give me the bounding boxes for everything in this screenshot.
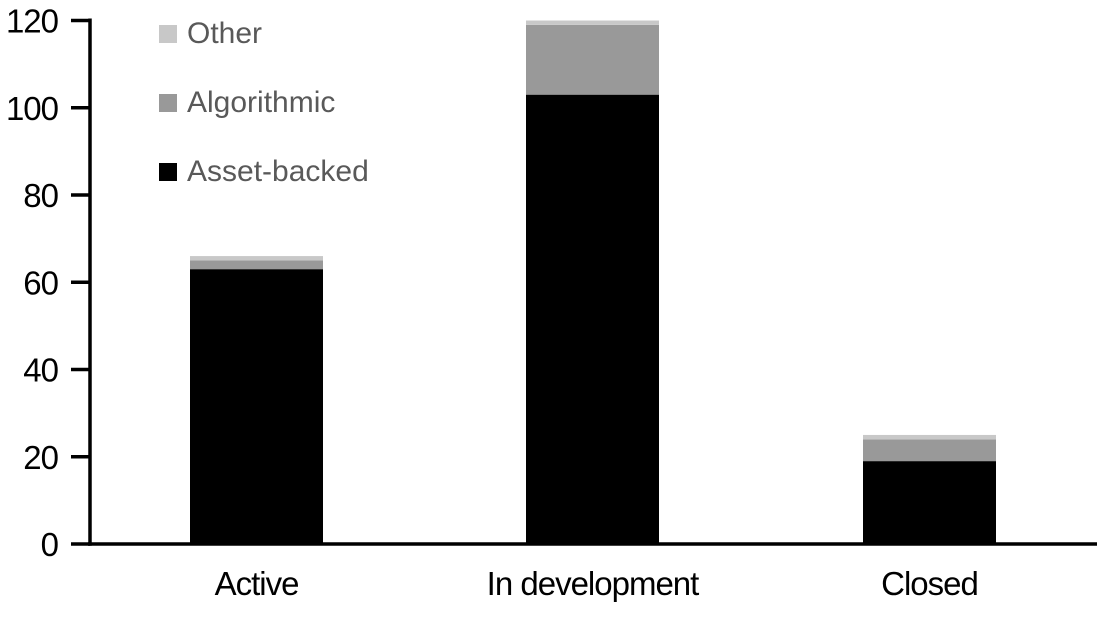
legend-swatch-asset-backed [159,163,177,181]
x-category-label: In development [487,565,699,602]
legend-item-other: Other [159,16,369,52]
y-tick-label: 60 [23,264,58,301]
bar-segment-in-development-algorithmic [526,24,659,95]
bar-segment-closed-algorithmic [863,439,996,462]
legend-swatch-algorithmic [159,94,177,112]
y-tick-label: 40 [23,352,58,389]
bar-segment-in-development-asset-backed [526,94,659,544]
x-category-label: Closed [881,565,978,602]
bar-segment-closed-asset-backed [863,461,996,544]
bar-segment-active-asset-backed [190,269,323,544]
x-category-label: Active [215,565,299,602]
y-tick-label: 20 [23,439,58,476]
y-tick-label: 120 [6,3,59,40]
legend-item-algorithmic: Algorithmic [159,85,369,121]
y-tick-label: 80 [23,177,58,214]
legend-label-algorithmic: Algorithmic [187,86,336,119]
bar-segment-active-other [190,256,323,261]
legend-item-asset-backed: Asset-backed [159,154,369,190]
bar-segment-in-development-other [526,20,659,25]
y-tick-label: 0 [41,526,59,563]
bar-segment-active-algorithmic [190,260,323,270]
y-tick-label: 100 [6,90,59,127]
legend-swatch-other [159,25,177,43]
legend-label-asset-backed: Asset-backed [187,155,369,188]
bar-segment-closed-other [863,434,996,440]
chart-legend: Other Algorithmic Asset-backed [159,16,369,223]
legend-label-other: Other [187,17,263,50]
